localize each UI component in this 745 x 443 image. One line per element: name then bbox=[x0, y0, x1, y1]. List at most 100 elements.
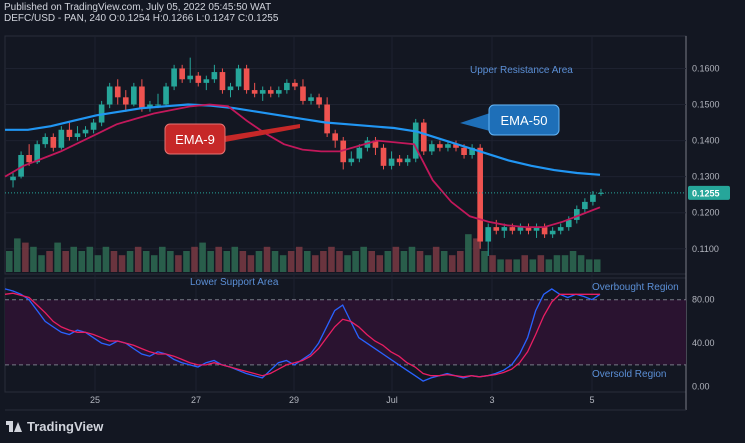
volume-bar bbox=[263, 246, 271, 272]
candle-body bbox=[404, 158, 411, 163]
volume-bar bbox=[215, 246, 222, 272]
volume-bar bbox=[593, 259, 601, 272]
volume-bar bbox=[360, 246, 367, 272]
volume-bar bbox=[110, 251, 118, 272]
volume-bar bbox=[368, 251, 375, 272]
volume-bar bbox=[6, 251, 13, 272]
time-tick-label: 29 bbox=[289, 395, 299, 405]
ema9-line bbox=[4, 103, 601, 229]
volume-bar bbox=[440, 251, 448, 272]
candle-body bbox=[187, 75, 194, 80]
volume-bar bbox=[118, 255, 126, 272]
chart-header: Published on TradingView.com, July 05, 2… bbox=[4, 2, 278, 24]
candle-body bbox=[203, 79, 210, 83]
volume-bar bbox=[489, 255, 496, 272]
candle-body bbox=[219, 72, 226, 91]
volume-bar bbox=[448, 255, 456, 272]
volume-bar bbox=[505, 259, 512, 272]
tradingview-logo-text: TradingView bbox=[27, 419, 104, 434]
price-tick-label: 0.1500 bbox=[692, 100, 720, 110]
candle-body bbox=[590, 194, 596, 202]
time-tick-label: 27 bbox=[191, 395, 201, 405]
volume-bar bbox=[231, 246, 239, 272]
candle-body bbox=[573, 209, 580, 220]
volume-bar bbox=[521, 255, 529, 272]
candle-body bbox=[292, 82, 298, 87]
candle-body bbox=[461, 147, 467, 155]
volume-bar bbox=[287, 251, 295, 272]
candle-body bbox=[582, 201, 588, 210]
candle-body bbox=[195, 75, 202, 83]
volume-bar bbox=[142, 251, 150, 272]
candle-body bbox=[300, 86, 306, 101]
ema9-callout-label: EMA-9 bbox=[175, 132, 215, 147]
volume-bar bbox=[416, 251, 424, 272]
candle-body bbox=[147, 104, 153, 109]
volume-bar bbox=[78, 251, 86, 272]
time-tick-label: 3 bbox=[489, 395, 494, 405]
volume-bar bbox=[408, 246, 416, 272]
candle-body bbox=[525, 227, 532, 231]
overbought-label: Overbought Region bbox=[592, 282, 679, 293]
candle-body bbox=[90, 122, 97, 130]
ema50-callout bbox=[488, 104, 560, 136]
candle-body bbox=[284, 82, 290, 91]
volume-bar bbox=[553, 255, 561, 272]
last-price-label: 0.1255 bbox=[692, 188, 720, 198]
rsi-line bbox=[4, 288, 601, 382]
volume-bar bbox=[46, 251, 53, 272]
volume-bar bbox=[432, 246, 440, 272]
candle-body bbox=[34, 144, 41, 163]
candle-body bbox=[501, 227, 508, 231]
volume-bar bbox=[304, 251, 311, 272]
candle-body bbox=[259, 90, 266, 94]
time-tick-label: 5 bbox=[589, 395, 594, 405]
candle-body bbox=[316, 97, 322, 105]
volume-bar bbox=[376, 255, 384, 272]
candle-body bbox=[412, 122, 419, 159]
candle-body bbox=[493, 227, 500, 231]
candle-body bbox=[469, 147, 475, 155]
volume-bar bbox=[537, 255, 545, 272]
volume-bar bbox=[239, 251, 247, 272]
candle-body bbox=[324, 104, 330, 134]
upper-resistance-label: Upper Resistance Area bbox=[470, 65, 573, 76]
last-price-badge bbox=[688, 185, 730, 200]
candle-body bbox=[50, 136, 57, 148]
volume-bar bbox=[457, 251, 464, 272]
volume-bar bbox=[320, 251, 327, 272]
candle-body bbox=[437, 144, 443, 148]
volume-bar bbox=[126, 251, 134, 272]
published-line: Published on TradingView.com, July 05, 2… bbox=[4, 2, 272, 13]
volume-bar bbox=[255, 251, 263, 272]
volume-bar bbox=[497, 259, 504, 272]
volume-bar bbox=[336, 251, 343, 272]
volume-bar bbox=[86, 246, 94, 272]
volume-bar bbox=[191, 246, 198, 272]
volume-bar bbox=[38, 255, 45, 272]
volume-bar bbox=[134, 246, 142, 272]
volume-bar bbox=[247, 255, 255, 272]
volume-bar bbox=[199, 242, 206, 272]
candle-body bbox=[308, 97, 314, 101]
price-tick-label: 0.1600 bbox=[692, 63, 720, 73]
volume-bar bbox=[30, 246, 37, 272]
candle-body bbox=[82, 129, 89, 134]
candle-body bbox=[211, 72, 218, 80]
candle-body bbox=[66, 129, 73, 137]
candle-body bbox=[58, 129, 65, 148]
rsi-tick-label: 0.00 bbox=[692, 382, 710, 392]
candle-body bbox=[122, 97, 129, 105]
volume-bar bbox=[392, 246, 400, 272]
candle-body bbox=[227, 86, 234, 91]
volume-bar bbox=[569, 251, 577, 272]
candle-body bbox=[42, 136, 49, 145]
candle-body bbox=[372, 140, 379, 148]
candle-body bbox=[517, 227, 524, 231]
volume-bar bbox=[529, 259, 537, 272]
ema50-pointer bbox=[460, 113, 490, 131]
volume-bar bbox=[62, 251, 69, 272]
candle-body bbox=[477, 147, 483, 242]
candle-body bbox=[396, 158, 403, 163]
